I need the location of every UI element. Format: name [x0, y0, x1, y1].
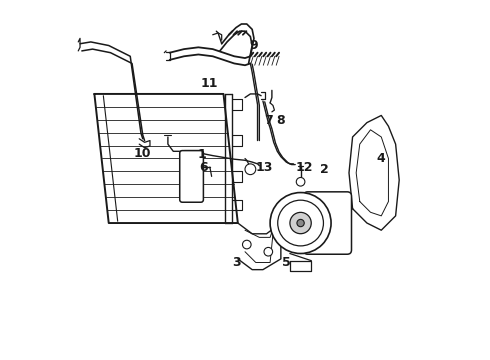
Text: 1: 1 [197, 148, 206, 161]
Text: 8: 8 [276, 114, 285, 127]
Text: 11: 11 [200, 77, 218, 90]
Text: 3: 3 [232, 256, 241, 269]
Circle shape [270, 193, 331, 253]
Circle shape [290, 212, 311, 234]
Text: 10: 10 [134, 147, 151, 159]
Text: 4: 4 [377, 152, 386, 165]
Text: 12: 12 [295, 161, 313, 174]
Circle shape [245, 164, 256, 175]
Circle shape [243, 240, 251, 249]
Text: 9: 9 [249, 39, 258, 52]
Text: 13: 13 [256, 161, 273, 174]
Text: 6: 6 [199, 161, 208, 174]
Circle shape [297, 219, 304, 227]
FancyBboxPatch shape [303, 192, 351, 254]
Circle shape [264, 247, 272, 256]
Circle shape [278, 200, 323, 246]
Text: 5: 5 [282, 256, 291, 269]
Text: 2: 2 [319, 163, 328, 176]
FancyBboxPatch shape [180, 150, 203, 202]
Circle shape [296, 177, 305, 186]
Text: 7: 7 [264, 114, 272, 127]
